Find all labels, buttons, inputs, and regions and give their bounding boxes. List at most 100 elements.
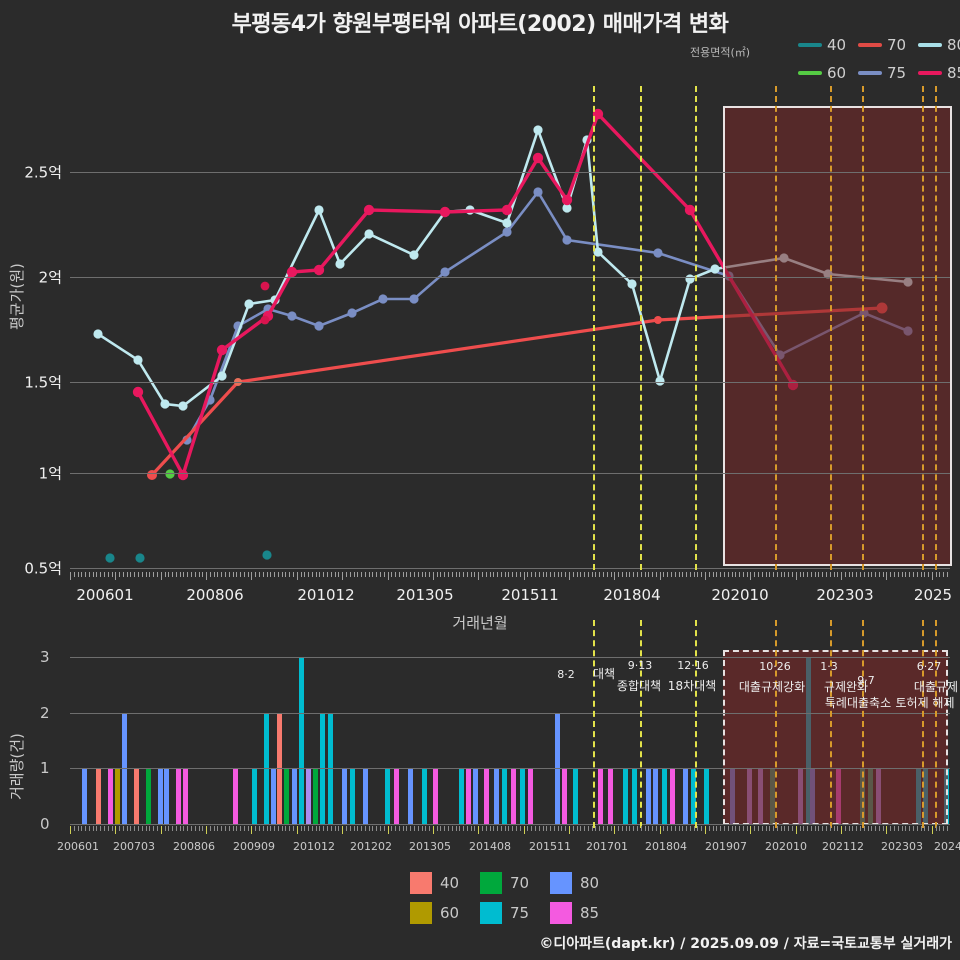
axis-minor-tick: [262, 572, 264, 577]
volume-axis-minor-tick: [190, 826, 192, 831]
page-title: 부평동4가 향원부평타워 아파트(2002) 매매가격 변화: [231, 12, 729, 37]
axis-minor-tick: [172, 572, 174, 577]
vxtick-202303: 202303: [881, 840, 923, 853]
volume-axis-minor-tick: [584, 826, 586, 831]
volume-axis-minor-tick: [705, 826, 707, 834]
volume-axis-minor-tick: [187, 826, 189, 831]
volume-axis-minor-tick: [274, 826, 276, 831]
ann-name-1-3: 규제완화: [823, 680, 869, 694]
volume-axis-minor-tick: [262, 826, 264, 831]
volume-axis-minor-tick: [565, 826, 567, 831]
axis-minor-tick: [153, 572, 155, 577]
axis-minor-tick: [697, 572, 699, 577]
axis-minor-tick: [372, 572, 374, 577]
axis-minor-tick: [939, 572, 941, 577]
axis-minor-tick: [637, 572, 638, 577]
ytick-250m: 2.5억: [24, 163, 62, 182]
ann-date-9-13: 9·13: [627, 659, 653, 672]
volume-axis-minor-tick: [115, 826, 117, 834]
volume-axis-minor-tick: [240, 826, 242, 831]
legend-item-80[interactable]: 80: [918, 36, 960, 54]
policy-line-9-13: [640, 86, 642, 570]
axis-minor-tick: [281, 572, 283, 577]
axis-minor-tick: [300, 572, 302, 577]
axis-minor-tick: [213, 572, 215, 577]
axis-minor-tick: [527, 572, 529, 577]
volume-axis-minor-tick: [606, 826, 608, 831]
axis-minor-tick: [436, 572, 438, 577]
volume-y-axis-title: 거래량(건): [8, 733, 26, 800]
volume-axis-minor-tick: [243, 826, 245, 831]
vol-ytick-1: 1: [40, 759, 50, 777]
vol-legend-item-75[interactable]: 75: [480, 902, 529, 924]
policy-line-12-16: [695, 86, 697, 570]
axis-minor-tick: [383, 572, 385, 577]
legend-item-85[interactable]: 85: [918, 64, 960, 82]
legend-item-40[interactable]: 40: [798, 36, 846, 54]
volume-axis-minor-tick: [466, 826, 468, 831]
axis-minor-tick: [644, 572, 646, 577]
axis-minor-tick: [85, 572, 87, 577]
axis-minor-tick: [822, 572, 824, 577]
axis-minor-tick: [761, 572, 763, 577]
vol-legend-item-70[interactable]: 70: [480, 872, 529, 894]
axis-minor-tick: [512, 572, 514, 577]
volume-axis-minor-tick: [70, 826, 71, 834]
volume-axis-minor-tick: [757, 826, 759, 831]
axis-minor-tick: [88, 572, 90, 577]
legend-item-60[interactable]: 60: [798, 64, 846, 82]
volume-axis-minor-tick: [126, 826, 128, 831]
volume-axis-minor-tick: [652, 826, 654, 831]
volume-axis-minor-tick: [916, 826, 918, 831]
volume-axis-minor-tick: [697, 826, 699, 831]
volume-axis-minor-tick: [485, 826, 487, 831]
axis-minor-tick: [432, 572, 434, 580]
volume-axis-minor-tick: [497, 826, 499, 831]
axis-minor-tick: [754, 572, 756, 577]
legend-item-75[interactable]: 75: [858, 64, 906, 82]
axis-minor-tick: [886, 572, 888, 580]
axis-minor-tick: [478, 572, 480, 580]
volume-axis-minor-tick: [621, 826, 623, 831]
axis-minor-tick: [542, 572, 544, 577]
axis-minor-tick: [228, 572, 230, 577]
highlight-region: [723, 106, 952, 566]
volume-axis-minor-tick: [807, 826, 809, 831]
policy-line-9-7: [862, 86, 864, 570]
volume-axis-minor-tick: [338, 826, 340, 831]
volume-axis-minor-tick: [674, 826, 676, 831]
vol-legend-item-80[interactable]: 80: [550, 872, 599, 894]
axis-minor-tick: [663, 572, 665, 577]
axis-minor-tick: [160, 572, 162, 580]
volume-axis-minor-tick: [512, 826, 514, 831]
volume-axis-minor-tick: [534, 826, 536, 831]
axis-minor-tick: [327, 572, 329, 577]
legend-item-70[interactable]: 70: [858, 36, 906, 54]
axis-minor-tick: [814, 572, 816, 577]
volume-axis-minor-tick: [905, 826, 907, 831]
xtick-201511: 201511: [501, 586, 559, 604]
volume-axis-minor-tick: [856, 826, 858, 831]
volume-axis-minor-tick: [372, 826, 374, 831]
axis-minor-tick: [122, 572, 124, 577]
axis-minor-tick: [104, 572, 106, 577]
axis-minor-tick: [795, 572, 797, 580]
volume-axis-minor-tick: [814, 826, 816, 831]
volume-axis-minor-tick: [701, 826, 703, 831]
vol-legend-item-60[interactable]: 60: [410, 902, 459, 924]
volume-axis-minor-tick: [803, 826, 805, 831]
volume-axis-minor-tick: [553, 826, 555, 831]
axis-minor-tick: [489, 572, 491, 577]
axis-minor-tick: [440, 572, 442, 577]
volume-axis-minor-tick: [402, 826, 404, 831]
axis-minor-tick: [77, 572, 79, 577]
axis-minor-tick: [429, 572, 431, 577]
axis-minor-tick: [901, 572, 903, 577]
vol-legend-item-40[interactable]: 40: [410, 872, 459, 894]
volume-axis-minor-tick: [489, 826, 491, 831]
vol-legend-item-85[interactable]: 85: [550, 902, 599, 924]
axis-minor-tick: [251, 572, 253, 580]
volume-axis-minor-tick: [640, 826, 642, 831]
volume-axis-minor-tick: [164, 826, 166, 831]
axis-minor-tick: [194, 572, 196, 577]
